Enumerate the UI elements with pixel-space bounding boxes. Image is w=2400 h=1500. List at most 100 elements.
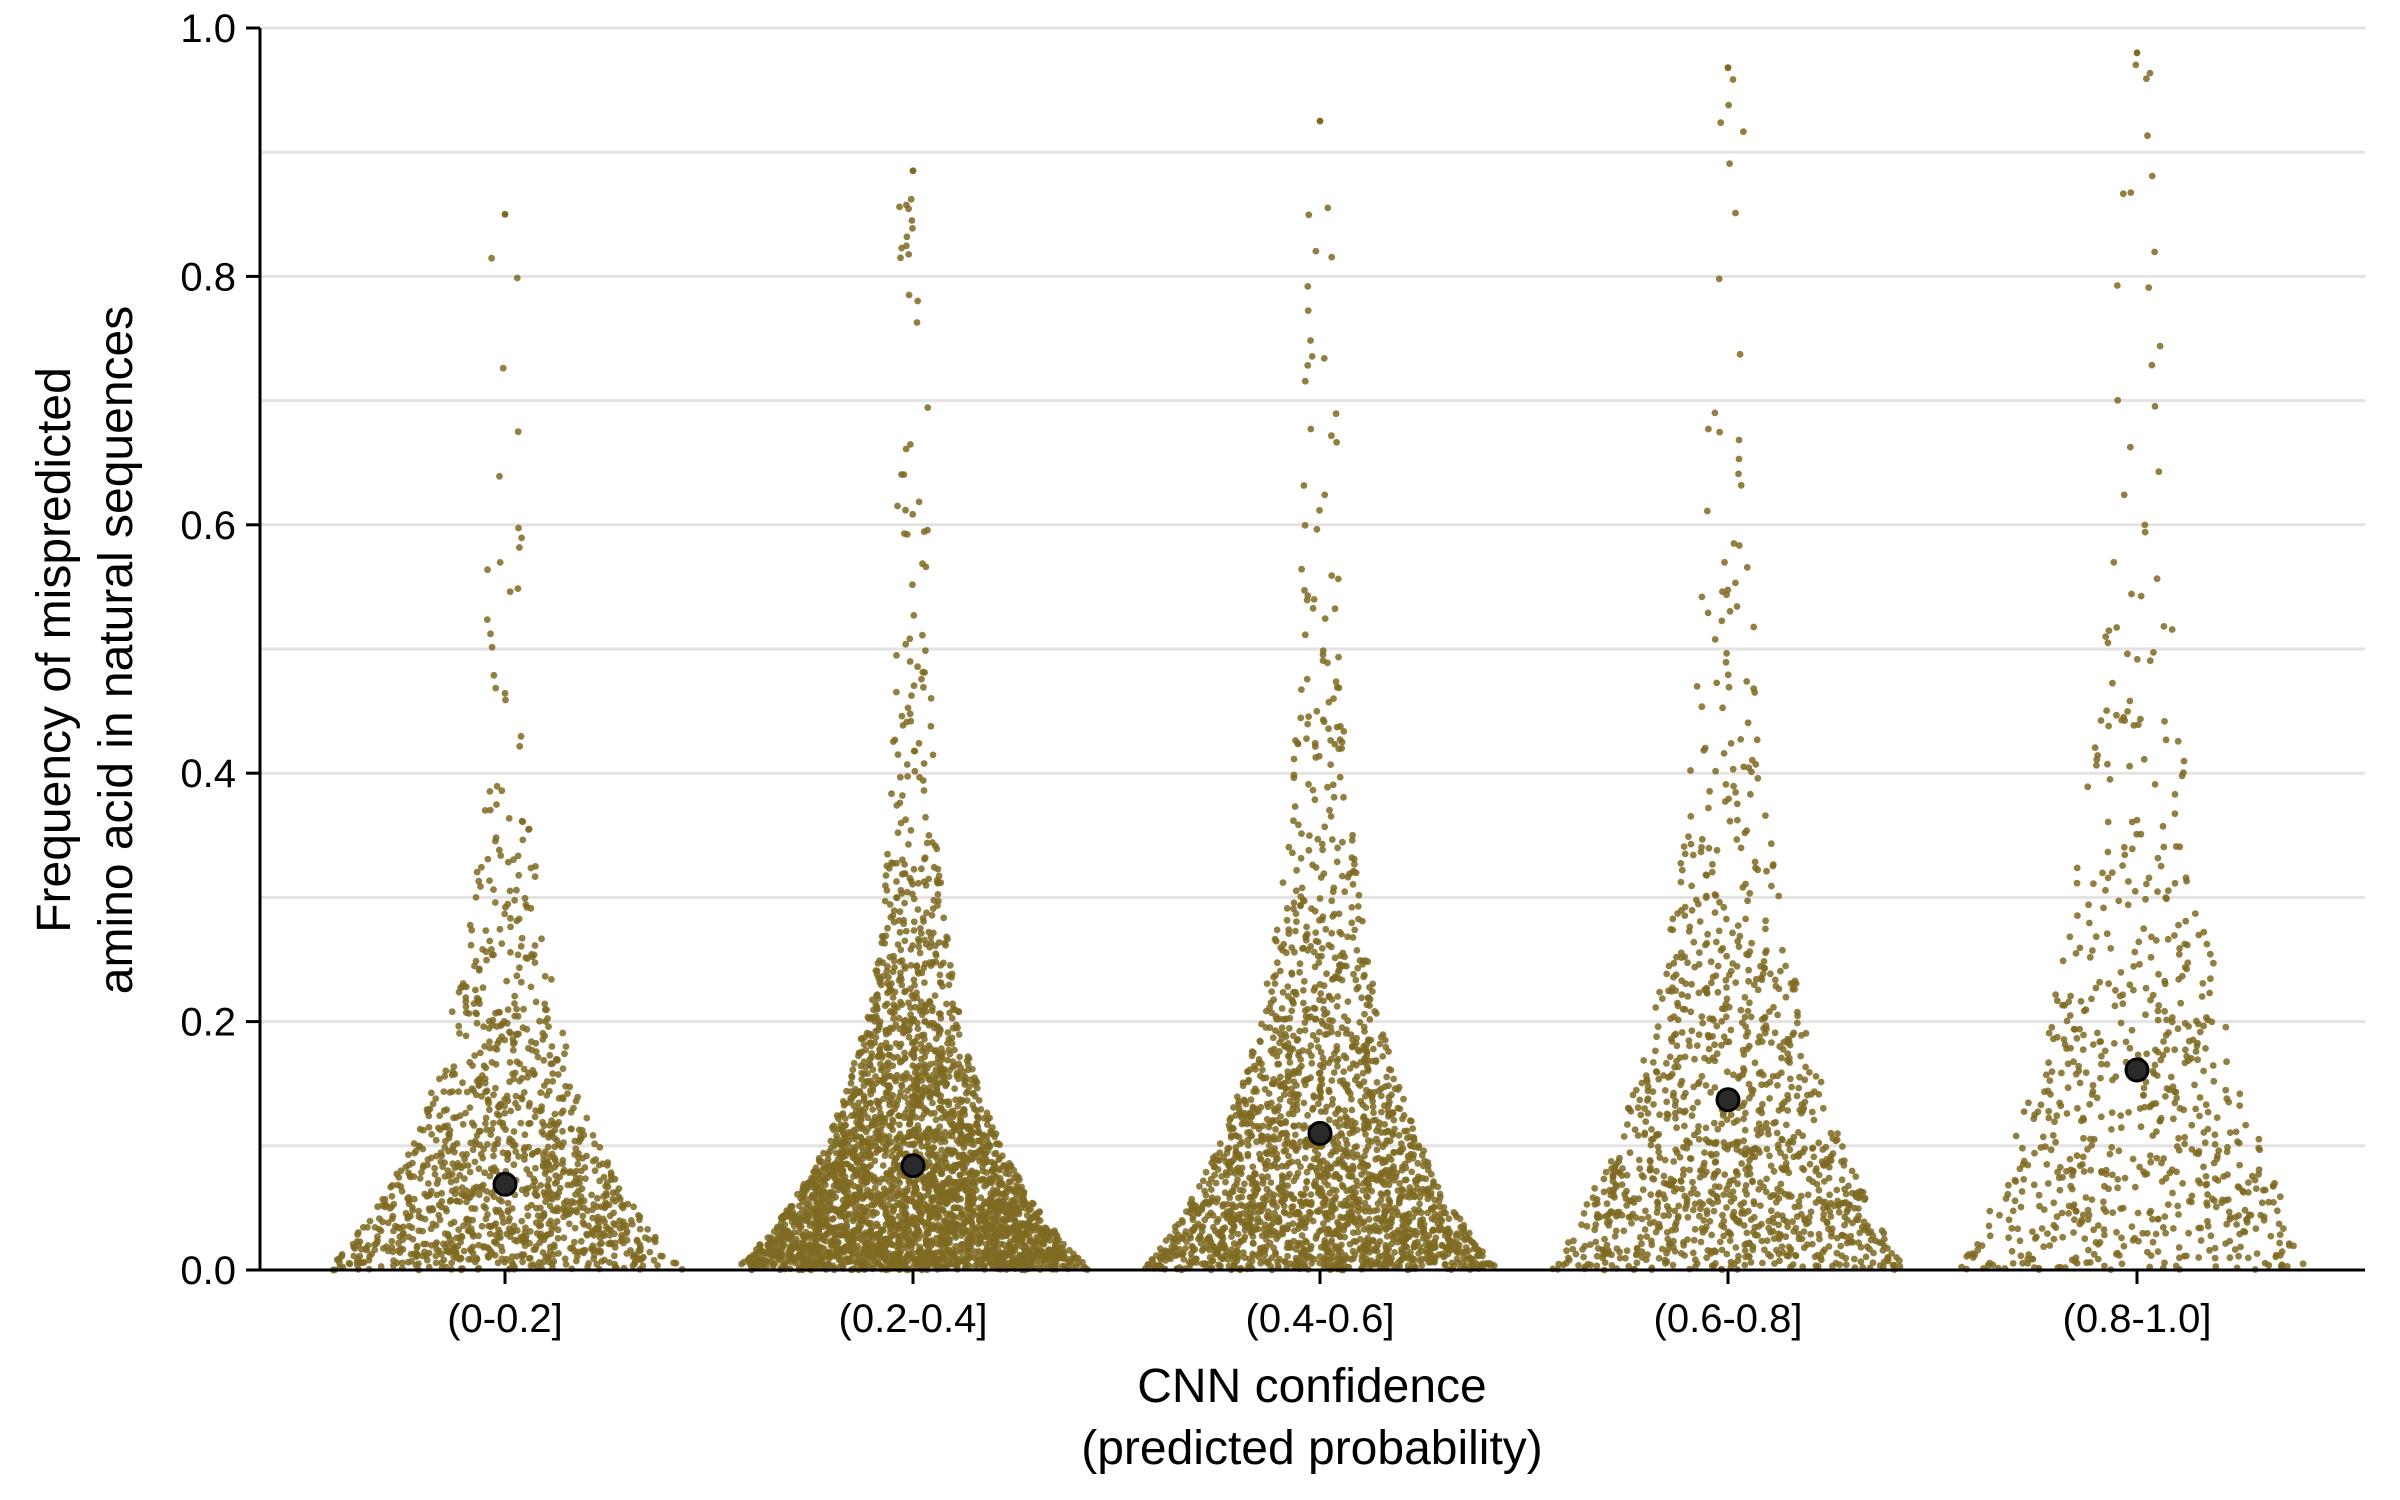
data-point [904,1105,911,1113]
data-point [901,937,909,945]
data-point [493,1240,500,1247]
data-point [350,1252,358,1260]
data-point [998,1204,1006,1212]
data-point [926,1207,933,1215]
data-point [1046,1257,1054,1264]
data-point [1318,840,1326,848]
data-point [477,883,484,890]
data-point [789,1211,796,1219]
data-point [438,1152,446,1160]
data-point [948,1014,956,1022]
data-point [1005,1178,1013,1186]
data-point [848,1073,856,1081]
data-point [896,908,904,916]
data-point [514,1012,522,1020]
data-point [884,850,891,858]
data-point [889,1167,897,1174]
data-point [612,1221,619,1229]
data-point [957,1205,964,1213]
data-point [338,1251,346,1258]
data-point [539,1029,547,1037]
data-point [527,983,535,991]
data-point [538,1103,545,1110]
data-point [513,1005,520,1013]
data-point [868,1050,876,1057]
data-point [879,1162,887,1169]
data-point [933,1214,941,1222]
data-point [450,1114,457,1122]
data-point [846,1099,854,1106]
data-point [646,1248,654,1256]
data-point [905,841,912,848]
data-point [857,1222,865,1230]
data-point [498,1033,506,1040]
data-point [513,886,520,894]
data-point [436,1216,444,1224]
data-point [901,530,908,537]
data-point [503,1092,511,1100]
data-point [983,1121,991,1128]
data-point [1376,1040,1384,1048]
data-point [530,951,538,959]
data-point [757,1241,764,1249]
data-point [537,1222,545,1229]
data-point [467,941,475,949]
data-point [943,1000,950,1008]
data-point [420,1240,427,1248]
data-point [1036,1234,1044,1242]
data-point [898,1082,906,1090]
data-point [475,1232,482,1240]
data-point [529,1182,537,1190]
data-point [479,984,487,992]
data-point [897,1149,904,1157]
data-point [486,1106,493,1114]
data-point [866,1061,874,1069]
data-point [596,1241,604,1248]
data-point [506,588,514,596]
data-point [523,1025,531,1033]
data-point [987,1129,995,1137]
data-point [839,1098,847,1105]
data-point [857,1133,864,1141]
data-point [624,1200,632,1208]
data-point [397,1245,405,1253]
data-point [467,1139,475,1147]
data-point [435,1247,443,1255]
data-point [861,1193,869,1200]
data-point [1018,1236,1026,1244]
data-point [495,1226,502,1234]
data-point [479,946,486,953]
data-point [486,937,494,945]
data-point [921,1018,928,1025]
data-point [418,1169,425,1176]
data-point [526,1228,534,1235]
data-point [492,684,500,692]
data-point [867,1162,875,1169]
data-point [440,1088,448,1095]
data-point [492,1231,500,1239]
data-point [1005,1244,1012,1251]
data-point [549,1077,557,1085]
data-point [526,1170,533,1178]
data-point [493,1110,501,1118]
data-point [823,1212,830,1219]
data-point [507,1107,515,1115]
data-point [525,1255,533,1262]
data-point [483,616,491,623]
data-point [945,1098,953,1106]
data-point [873,1209,880,1217]
data-point [463,1187,470,1195]
data-point [813,1191,821,1199]
data-point [896,203,903,211]
data-point [889,738,897,745]
data-point [922,813,929,821]
data-point [931,842,939,850]
data-point [866,1056,874,1063]
data-point [896,1121,903,1129]
data-point [880,1185,888,1193]
data-point [850,1059,858,1067]
data-point [1301,631,1309,639]
data-point [923,1229,930,1237]
data-point [555,1250,562,1257]
data-point [455,1022,463,1030]
